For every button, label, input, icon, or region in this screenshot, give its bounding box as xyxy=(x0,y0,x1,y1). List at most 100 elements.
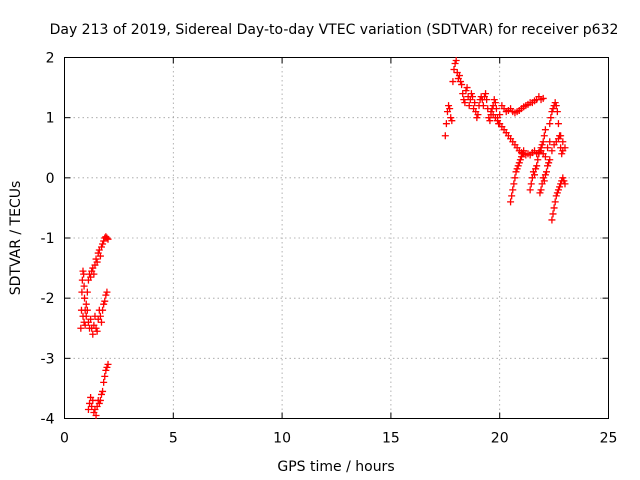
x-tick-label: 25 xyxy=(600,431,618,447)
data-point xyxy=(507,198,515,206)
data-point xyxy=(104,235,112,243)
data-point xyxy=(97,243,105,251)
data-point xyxy=(551,198,559,206)
series-segment-8 xyxy=(548,174,569,224)
data-point xyxy=(78,276,86,284)
data-point xyxy=(461,99,469,107)
data-point xyxy=(541,171,549,179)
data-point xyxy=(92,411,100,419)
y-tick-label: 2 xyxy=(46,51,55,67)
data-point xyxy=(546,156,554,164)
data-point xyxy=(467,90,475,98)
series-segment-6 xyxy=(526,126,549,194)
data-point xyxy=(527,180,535,188)
data-point xyxy=(79,267,87,275)
data-point xyxy=(537,144,545,152)
data-point xyxy=(99,240,107,248)
data-point xyxy=(516,156,524,164)
data-point xyxy=(87,315,95,323)
data-point xyxy=(508,192,516,200)
data-point xyxy=(460,96,468,104)
data-point xyxy=(548,147,556,155)
x-tick-label: 15 xyxy=(382,431,400,447)
data-point xyxy=(554,120,562,128)
data-point xyxy=(490,96,498,104)
data-point xyxy=(459,90,467,98)
data-point xyxy=(513,165,521,173)
data-point xyxy=(511,174,519,182)
data-point xyxy=(550,204,558,212)
data-point xyxy=(95,399,103,407)
data-point xyxy=(517,153,525,161)
data-point xyxy=(509,186,517,194)
series-segment-5 xyxy=(507,147,528,206)
series-segment-7 xyxy=(536,156,554,197)
data-point xyxy=(559,147,567,155)
data-point xyxy=(100,237,108,245)
data-point xyxy=(474,111,482,119)
data-point xyxy=(96,312,104,320)
data-point xyxy=(99,387,107,395)
x-axis-label: GPS time / hours xyxy=(277,459,394,475)
data-point xyxy=(92,255,100,263)
y-tick-label: 0 xyxy=(46,171,55,187)
data-point xyxy=(102,291,110,299)
data-point xyxy=(536,189,544,197)
data-point xyxy=(556,183,564,191)
data-point xyxy=(458,81,466,89)
data-point xyxy=(548,216,556,224)
data-point xyxy=(89,330,97,338)
data-points xyxy=(77,57,569,419)
data-point xyxy=(545,159,553,167)
y-tick-label: -1 xyxy=(41,231,55,247)
data-point xyxy=(544,144,552,152)
data-point xyxy=(93,327,101,335)
data-point xyxy=(463,84,471,92)
data-point xyxy=(465,102,473,110)
data-point xyxy=(100,378,108,386)
data-point xyxy=(519,150,527,158)
series-segment-1b xyxy=(79,288,111,338)
data-point xyxy=(103,234,111,242)
data-point xyxy=(512,168,520,176)
data-point xyxy=(515,159,523,167)
data-point xyxy=(473,114,481,122)
data-point xyxy=(540,177,548,185)
y-tick-label: 1 xyxy=(46,111,55,127)
data-point xyxy=(103,288,111,296)
data-point xyxy=(80,270,88,278)
data-point xyxy=(457,78,465,86)
y-tick-label: -3 xyxy=(41,351,55,367)
data-point xyxy=(540,132,548,140)
data-point xyxy=(496,111,504,119)
plot-frame xyxy=(64,57,609,419)
data-point xyxy=(102,366,110,374)
data-point xyxy=(561,180,569,188)
data-point xyxy=(492,105,500,113)
data-point xyxy=(84,405,92,413)
data-point xyxy=(526,186,534,194)
data-point xyxy=(553,189,561,197)
data-point xyxy=(82,312,90,320)
data-point xyxy=(93,258,101,266)
data-point xyxy=(100,300,108,308)
data-point xyxy=(103,363,111,371)
data-point xyxy=(81,294,89,302)
data-point xyxy=(96,252,104,260)
data-point xyxy=(101,372,109,380)
y-tick-label: -2 xyxy=(41,291,55,307)
grid xyxy=(64,57,609,419)
series-segment-2 xyxy=(84,360,112,419)
y-axis-label: SDTVAR / TECUs xyxy=(8,181,24,296)
data-point xyxy=(446,105,454,113)
data-point xyxy=(96,396,104,404)
data-point xyxy=(99,306,107,314)
data-point xyxy=(486,117,494,125)
data-point xyxy=(97,390,105,398)
data-point xyxy=(442,120,450,128)
data-point xyxy=(471,99,479,107)
data-point xyxy=(541,153,549,161)
x-tick-label: 0 xyxy=(60,431,69,447)
data-point xyxy=(520,147,528,155)
data-point xyxy=(482,90,490,98)
